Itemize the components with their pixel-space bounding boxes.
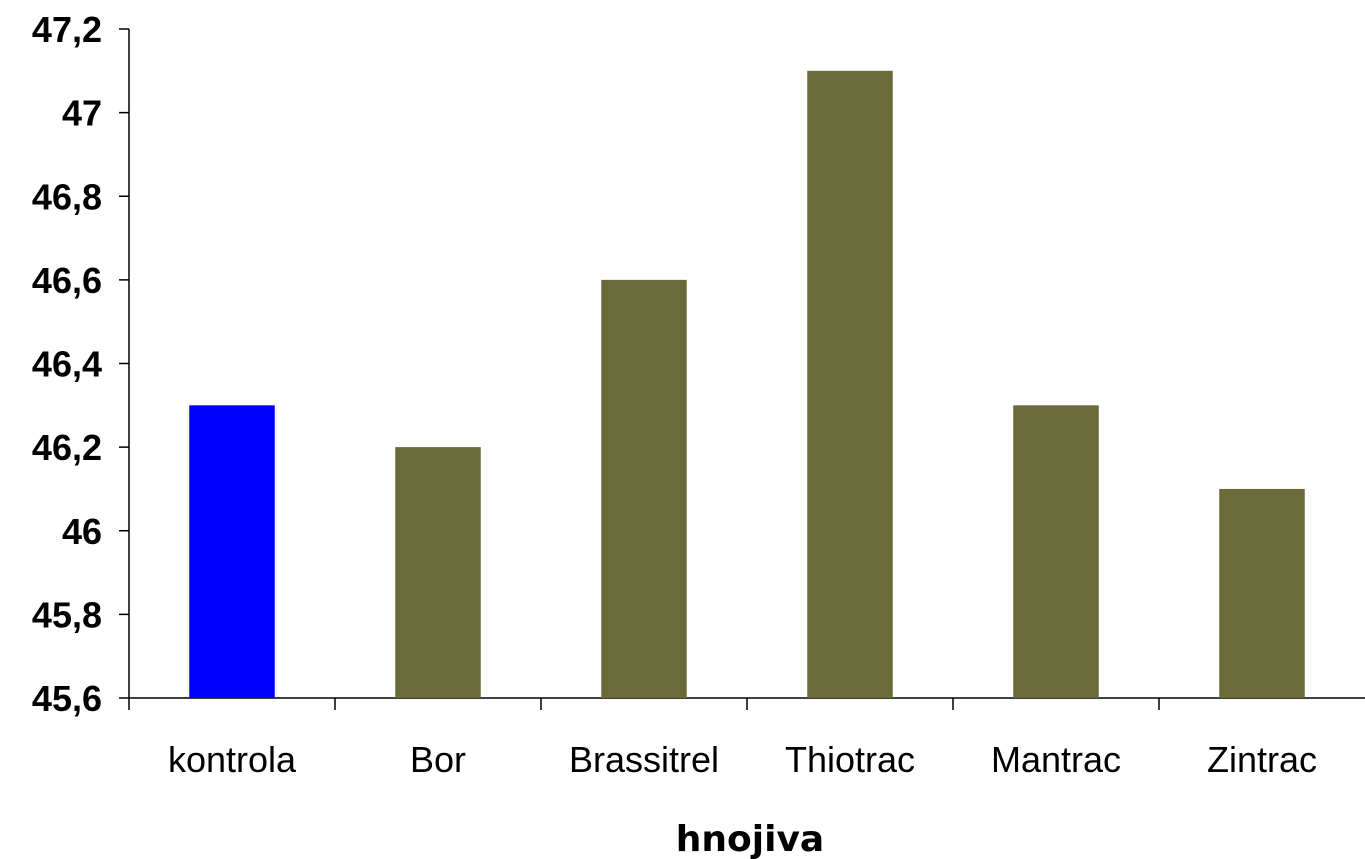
- x-tick-label: kontrola: [168, 739, 297, 780]
- x-axis-title: hnojiva: [676, 819, 824, 859]
- x-tick-label: Zintrac: [1207, 739, 1317, 780]
- y-tick-label: 46,2: [32, 427, 102, 468]
- bar-bor: [395, 447, 481, 698]
- bar-brassitrel: [601, 279, 687, 698]
- y-axis: 45,6 45,8 46 46,2 46,4 46,6 46,8 47 47,2: [32, 9, 130, 719]
- x-tick-label: Brassitrel: [569, 739, 719, 780]
- bar-thiotrac: [807, 70, 893, 698]
- x-tick-label: Bor: [410, 739, 466, 780]
- y-tick-label: 47,2: [32, 9, 102, 50]
- x-tick-label: Thiotrac: [785, 739, 915, 780]
- y-tick-label: 46,4: [32, 344, 102, 385]
- y-tick-label: 46: [62, 511, 102, 552]
- bar-mantrac: [1013, 405, 1099, 698]
- y-tick-label: 46,6: [32, 260, 102, 301]
- x-tick-label: Mantrac: [991, 739, 1121, 780]
- y-tick-label: 45,8: [32, 594, 102, 635]
- bar-kontrola: [189, 405, 275, 698]
- bar-zintrac: [1219, 488, 1305, 698]
- y-tick-label: 47: [62, 93, 102, 134]
- x-axis: kontrola Bor Brassitrel Thiotrac Mantrac Zint…: [128, 697, 1365, 780]
- bars: [189, 70, 1305, 698]
- y-tick-label: 45,6: [32, 678, 102, 719]
- y-tick-label: 46,8: [32, 176, 102, 217]
